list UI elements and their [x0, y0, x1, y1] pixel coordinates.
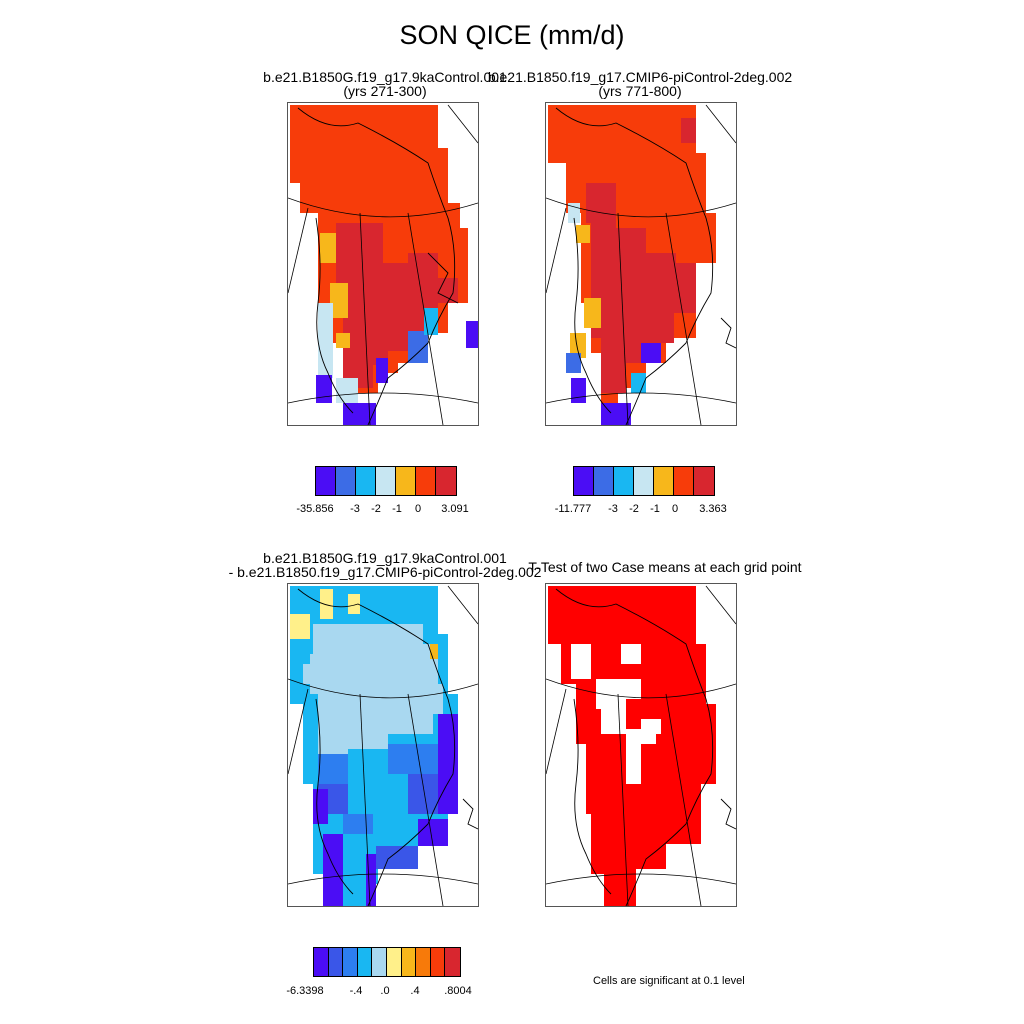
- colorbar-swatch: [314, 948, 329, 976]
- panel3-title-line2: - b.e21.B1850.f19_g17.CMIP6-piControl-2d…: [228, 564, 542, 580]
- colorbar-swatch: [654, 467, 674, 495]
- colorbar-tick-label: -3: [608, 503, 618, 515]
- coastline-case2: [555, 107, 736, 425]
- colorbar-tick-label: -2: [371, 503, 381, 515]
- colorbar-swatch: [336, 467, 356, 495]
- panel1-title-line2: (yrs 271-300): [343, 83, 427, 99]
- map-panel-case1: [287, 102, 479, 426]
- gridlines-case1: [288, 104, 478, 425]
- colorbar-tick-label: .8004: [444, 985, 472, 997]
- colorbar-tick-label: 0: [671, 503, 679, 515]
- ice-cells-difference: [290, 586, 458, 906]
- panel1-title: b.e21.B1850G.f19_g17.9kaControl.001 (yrs…: [210, 70, 560, 98]
- colorbar-tick-label: -11.777: [554, 503, 592, 515]
- colorbar-swatch: [574, 467, 594, 495]
- panel4-title: T-Test of two Case means at each grid po…: [528, 559, 802, 575]
- colorbar-tick-label: .0: [380, 985, 390, 997]
- colorbar-tick-label: -1: [392, 503, 402, 515]
- ice-cells-case2: [548, 105, 716, 425]
- panel1-title-line1: b.e21.B1850G.f19_g17.9kaControl.001: [263, 69, 507, 85]
- colorbar-swatch: [316, 467, 336, 495]
- colorbar-tick-label: -1: [650, 503, 660, 515]
- colorbar-tick-label: 3.091: [441, 503, 469, 515]
- page-title: SON QICE (mm/d): [399, 20, 625, 50]
- colorbar-swatch: [674, 467, 694, 495]
- colorbar-tick-label: 0: [414, 503, 422, 515]
- map-panel-ttest: [545, 583, 737, 907]
- colorbar-swatch: [356, 467, 376, 495]
- map-panel-difference: [287, 583, 479, 907]
- colorbar-case2: [573, 466, 715, 496]
- insignificant-cells: [571, 644, 661, 784]
- colorbar-swatch: [634, 467, 654, 495]
- colorbar-swatch: [445, 948, 460, 976]
- map-panel-case2: [545, 102, 737, 426]
- significance-note: Cells are significant at 0.1 level: [593, 975, 745, 987]
- panel3-title: b.e21.B1850G.f19_g17.9kaControl.001 - b.…: [205, 551, 565, 579]
- colorbar-tick-label: .4: [410, 985, 420, 997]
- colorbar-swatch: [386, 948, 402, 976]
- coastline-difference: [297, 588, 478, 906]
- panel3-title-line1: b.e21.B1850G.f19_g17.9kaControl.001: [263, 550, 507, 566]
- colorbar-tick-label: 3.363: [699, 503, 727, 515]
- colorbar-tick-label: -2: [629, 503, 639, 515]
- colorbar-tick-label: -3: [350, 503, 360, 515]
- colorbar-swatch: [343, 948, 358, 976]
- colorbar-swatch: [376, 467, 396, 495]
- colorbar-swatch: [372, 948, 387, 976]
- colorbar-swatch: [430, 948, 446, 976]
- panel2-title: b.e21.B1850.f19_g17.CMIP6-piControl-2deg…: [465, 70, 815, 98]
- colorbar-tick-label: -6.3398: [286, 985, 324, 997]
- colorbar-swatch: [328, 948, 344, 976]
- colorbar-swatch: [416, 948, 431, 976]
- gridlines-ttest: [546, 585, 736, 906]
- colorbar-swatch: [694, 467, 714, 495]
- panel2-title-line1: b.e21.B1850.f19_g17.CMIP6-piControl-2deg…: [487, 69, 793, 85]
- colorbar-swatch: [396, 467, 416, 495]
- coastline-case1: [297, 107, 459, 425]
- colorbar-tick-label: -.4: [349, 985, 363, 997]
- colorbar-swatch: [416, 467, 436, 495]
- colorbar-difference: [313, 947, 461, 977]
- colorbar-swatch: [614, 467, 634, 495]
- gridlines-difference: [288, 585, 478, 906]
- ice-cells-case1: [290, 105, 478, 425]
- colorbar-swatch: [357, 948, 373, 976]
- colorbar-case1: [315, 466, 457, 496]
- colorbar-swatch: [401, 948, 417, 976]
- gridlines-case2: [546, 104, 736, 425]
- colorbar-tick-label: -35.856: [296, 503, 334, 515]
- panel2-title-line2: (yrs 771-800): [598, 83, 682, 99]
- colorbar-swatch: [594, 467, 614, 495]
- coastline-ttest: [555, 588, 736, 906]
- colorbar-swatch: [436, 467, 456, 495]
